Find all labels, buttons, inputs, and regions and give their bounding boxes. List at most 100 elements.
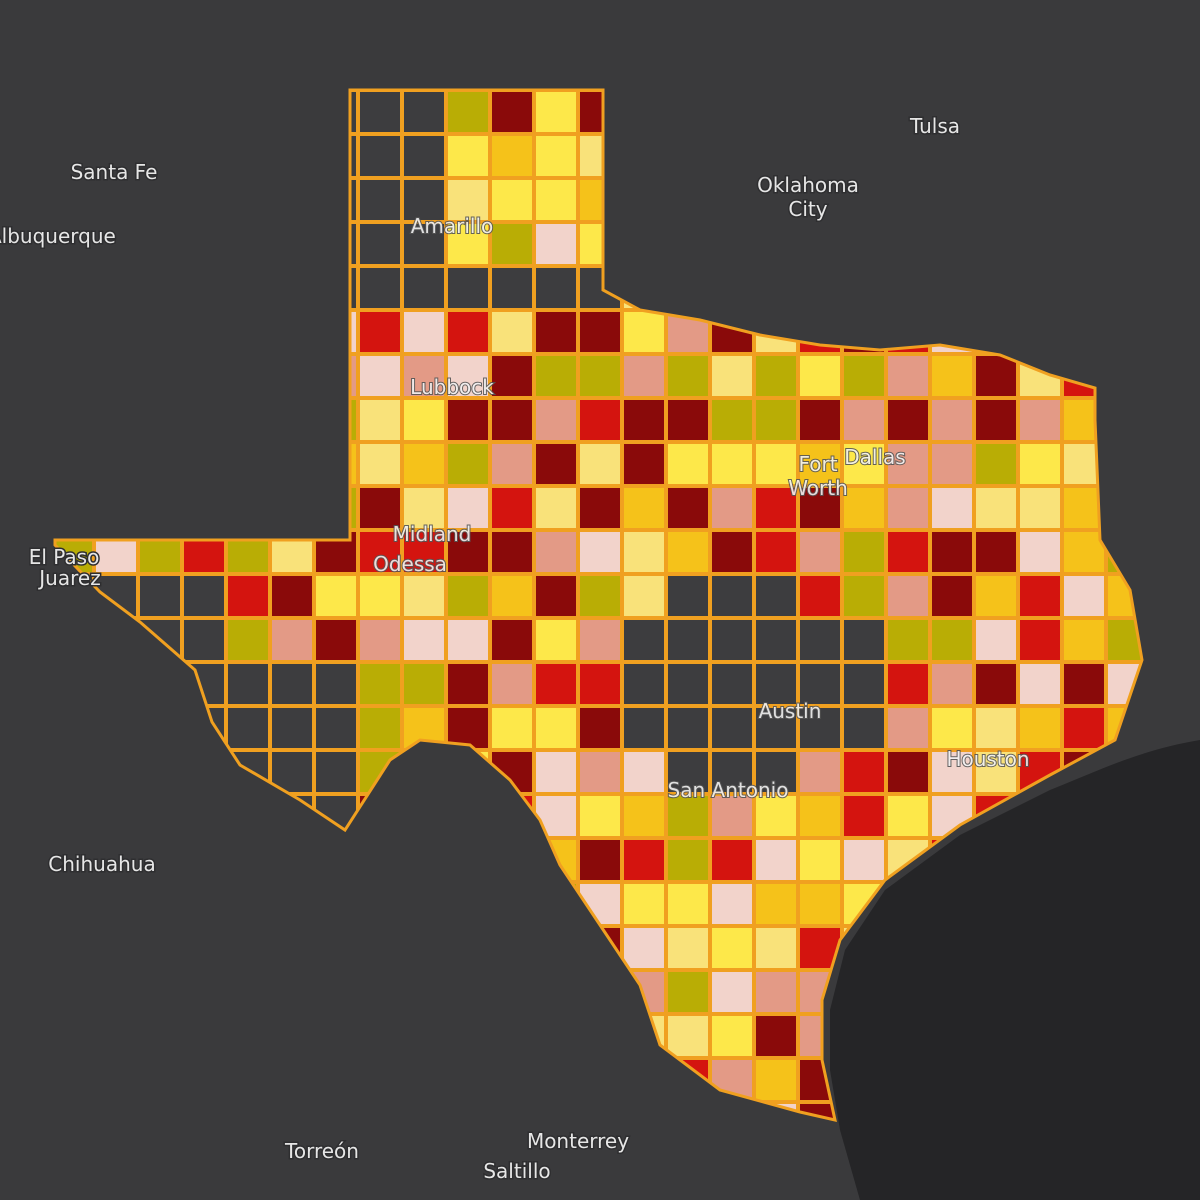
county: [886, 574, 930, 618]
county: [226, 662, 270, 706]
county: [402, 178, 446, 222]
county: [402, 486, 446, 530]
county: [798, 398, 842, 442]
county: [886, 530, 930, 574]
county: [358, 178, 402, 222]
county: [578, 838, 622, 882]
place-label: Chihuahua: [48, 852, 155, 876]
county: [534, 574, 578, 618]
county: [490, 618, 534, 662]
county: [402, 222, 446, 266]
county: [974, 618, 1018, 662]
county: [798, 530, 842, 574]
county: [622, 882, 666, 926]
place-label: City: [788, 197, 827, 221]
county: [578, 618, 622, 662]
county: [402, 398, 446, 442]
county: [930, 398, 974, 442]
place-label: Santa Fe: [71, 160, 158, 184]
county: [446, 486, 490, 530]
county: [798, 838, 842, 882]
county: [314, 706, 358, 750]
county: [490, 354, 534, 398]
county: [490, 530, 534, 574]
county: [622, 398, 666, 442]
county: [490, 222, 534, 266]
county: [446, 398, 490, 442]
county: [842, 530, 886, 574]
county: [1018, 706, 1062, 750]
county: [578, 794, 622, 838]
county: [754, 1058, 798, 1102]
county: [974, 442, 1018, 486]
county: [710, 354, 754, 398]
county: [1018, 442, 1062, 486]
county: [754, 354, 798, 398]
county: [534, 222, 578, 266]
county: [754, 530, 798, 574]
county: [930, 354, 974, 398]
county: [1062, 530, 1106, 574]
county: [534, 618, 578, 662]
county: [842, 662, 886, 706]
county: [270, 618, 314, 662]
county: [666, 882, 710, 926]
county: [710, 838, 754, 882]
county: [842, 794, 886, 838]
county: [314, 750, 358, 794]
county: [754, 794, 798, 838]
county: [710, 750, 754, 794]
county: [930, 706, 974, 750]
place-label: Amarillo: [411, 214, 494, 238]
county: [622, 486, 666, 530]
county: [490, 398, 534, 442]
county: [842, 574, 886, 618]
county: [1062, 618, 1106, 662]
county: [358, 706, 402, 750]
county: [622, 838, 666, 882]
county: [666, 530, 710, 574]
county: [622, 442, 666, 486]
county: [358, 222, 402, 266]
county: [358, 486, 402, 530]
county: [798, 354, 842, 398]
county: [490, 134, 534, 178]
county: [182, 574, 226, 618]
county: [930, 486, 974, 530]
county: [886, 354, 930, 398]
county: [666, 354, 710, 398]
county: [182, 618, 226, 662]
county: [1018, 398, 1062, 442]
county: [578, 662, 622, 706]
place-label: Dallas: [844, 445, 905, 469]
place-label: Monterrey: [527, 1129, 629, 1153]
county: [886, 794, 930, 838]
county: [402, 530, 446, 574]
county: [666, 750, 710, 794]
county: [358, 398, 402, 442]
county: [402, 662, 446, 706]
county: [446, 530, 490, 574]
county: [490, 90, 534, 134]
county: [622, 354, 666, 398]
county: [974, 574, 1018, 618]
county: [402, 266, 446, 310]
place-label: Fort: [798, 452, 837, 476]
county: [930, 574, 974, 618]
county: [534, 662, 578, 706]
county: [930, 530, 974, 574]
county: [578, 530, 622, 574]
county: [402, 134, 446, 178]
county: [446, 222, 490, 266]
county: [710, 486, 754, 530]
county: [534, 266, 578, 310]
county: [710, 662, 754, 706]
county: [754, 618, 798, 662]
county: [798, 486, 842, 530]
county: [358, 618, 402, 662]
county: [578, 442, 622, 486]
county: [402, 618, 446, 662]
county: [754, 750, 798, 794]
county: [754, 706, 798, 750]
